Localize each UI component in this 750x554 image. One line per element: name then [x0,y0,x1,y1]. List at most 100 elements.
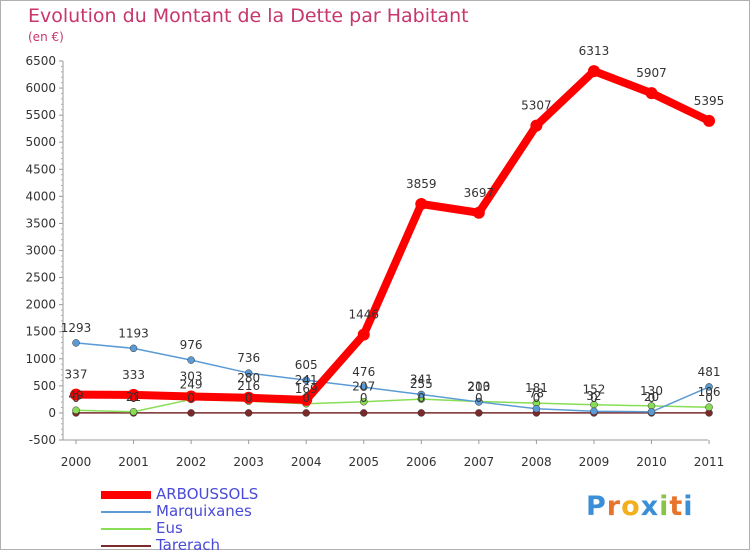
data-point [703,114,716,127]
data-label: 210 [467,380,490,394]
data-label: 130 [640,384,663,398]
data-label: 0 [72,391,80,405]
data-label: 20 [644,390,659,404]
data-label: 337 [65,368,88,382]
legend-swatch [101,511,151,513]
data-label: 481 [698,365,721,379]
data-label: 0 [130,391,138,405]
y-tick-label: 5500 [25,108,56,122]
data-label: 0 [302,391,310,405]
y-tick-label: 3500 [25,216,56,230]
series-line-arboussols [72,67,714,404]
data-label: 203 [467,380,490,394]
data-point [187,409,195,417]
data-point [587,65,600,78]
x-tick-label: 2000 [61,455,92,469]
y-tick-label: 2000 [25,298,56,312]
data-point [360,397,368,406]
data-point [532,404,541,413]
legend-swatch [101,545,151,547]
data-label: 976 [180,338,203,352]
data-point [590,407,598,415]
y-tick-label: -500 [29,433,56,447]
data-point [187,356,195,364]
data-point [417,409,426,417]
y-tick-label: 6000 [25,81,56,95]
data-point [360,409,368,417]
x-tick-label: 2002 [176,455,207,469]
series-line-eus [75,398,710,413]
x-tick-label: 2001 [118,455,149,469]
data-label: 0 [187,391,195,405]
data-point [70,388,82,401]
logo-letter: P [586,491,607,522]
data-point [647,408,656,416]
data-point [357,328,370,341]
data-point [300,393,313,406]
y-tick-label: 4000 [25,189,56,203]
logo-letter: o [621,491,641,522]
data-point [72,339,80,347]
data-point [242,391,255,404]
x-tick-label: 2007 [464,455,495,469]
y-tick-label: 0 [48,406,56,420]
data-label: 341 [410,372,433,386]
y-tick-label: 1000 [25,352,56,366]
data-label: 1293 [61,321,92,335]
data-label: 32 [586,389,601,403]
y-tick-label: 6500 [25,54,56,68]
proxiti-logo: Proxiti [586,491,694,522]
data-point [475,398,483,406]
data-label: 181 [525,381,548,395]
y-tick-label: 500 [33,379,56,393]
data-point [302,376,310,384]
data-point [415,197,428,210]
data-label: 303 [180,370,203,384]
data-label: 1446 [348,308,379,322]
data-label: 0 [417,391,425,405]
data-label: 1193 [118,326,149,340]
legend-label: ARBOUSSOLS [156,485,259,503]
logo-letter: r [606,491,622,522]
data-label: 249 [180,377,203,391]
data-point [302,409,310,417]
data-label: 241 [295,373,318,387]
data-point [244,409,253,417]
x-tick-label: 2009 [579,455,610,469]
y-tick-label: 5000 [25,135,56,149]
data-point [127,388,140,401]
logo-letter: i [683,491,694,522]
data-point [129,408,138,416]
data-label: 49 [68,388,83,402]
data-label: 6313 [579,44,610,58]
x-tick-label: 2005 [348,455,379,469]
x-tick-label: 2003 [233,455,264,469]
chart-title: Evolution du Montant de la Dette par Hab… [28,5,469,27]
x-tick-label: 2011 [694,455,725,469]
y-tick-label: 1500 [25,325,56,339]
data-label: 78 [529,387,544,401]
series-line-marquixanes [75,342,710,413]
data-point [475,409,483,417]
legend-label: Marquixanes [156,502,252,520]
legend-label: Eus [156,519,183,537]
data-label: 736 [237,351,260,365]
data-label: 476 [352,365,375,379]
data-label: 333 [122,368,145,382]
data-point [129,344,138,353]
x-tick-label: 2004 [291,455,322,469]
y-tick-label: 3000 [25,244,56,258]
y-tick-label: 2500 [25,271,56,285]
data-point [244,369,253,377]
data-point [705,403,713,411]
data-label: 0 [245,391,253,405]
data-label: 207 [352,380,375,394]
data-label: 0 [533,391,541,405]
data-label: 605 [295,358,318,372]
data-label: 3697 [464,186,495,200]
data-point [530,119,543,132]
data-label: 5395 [694,94,725,108]
data-point [417,390,426,399]
data-point [185,390,198,403]
